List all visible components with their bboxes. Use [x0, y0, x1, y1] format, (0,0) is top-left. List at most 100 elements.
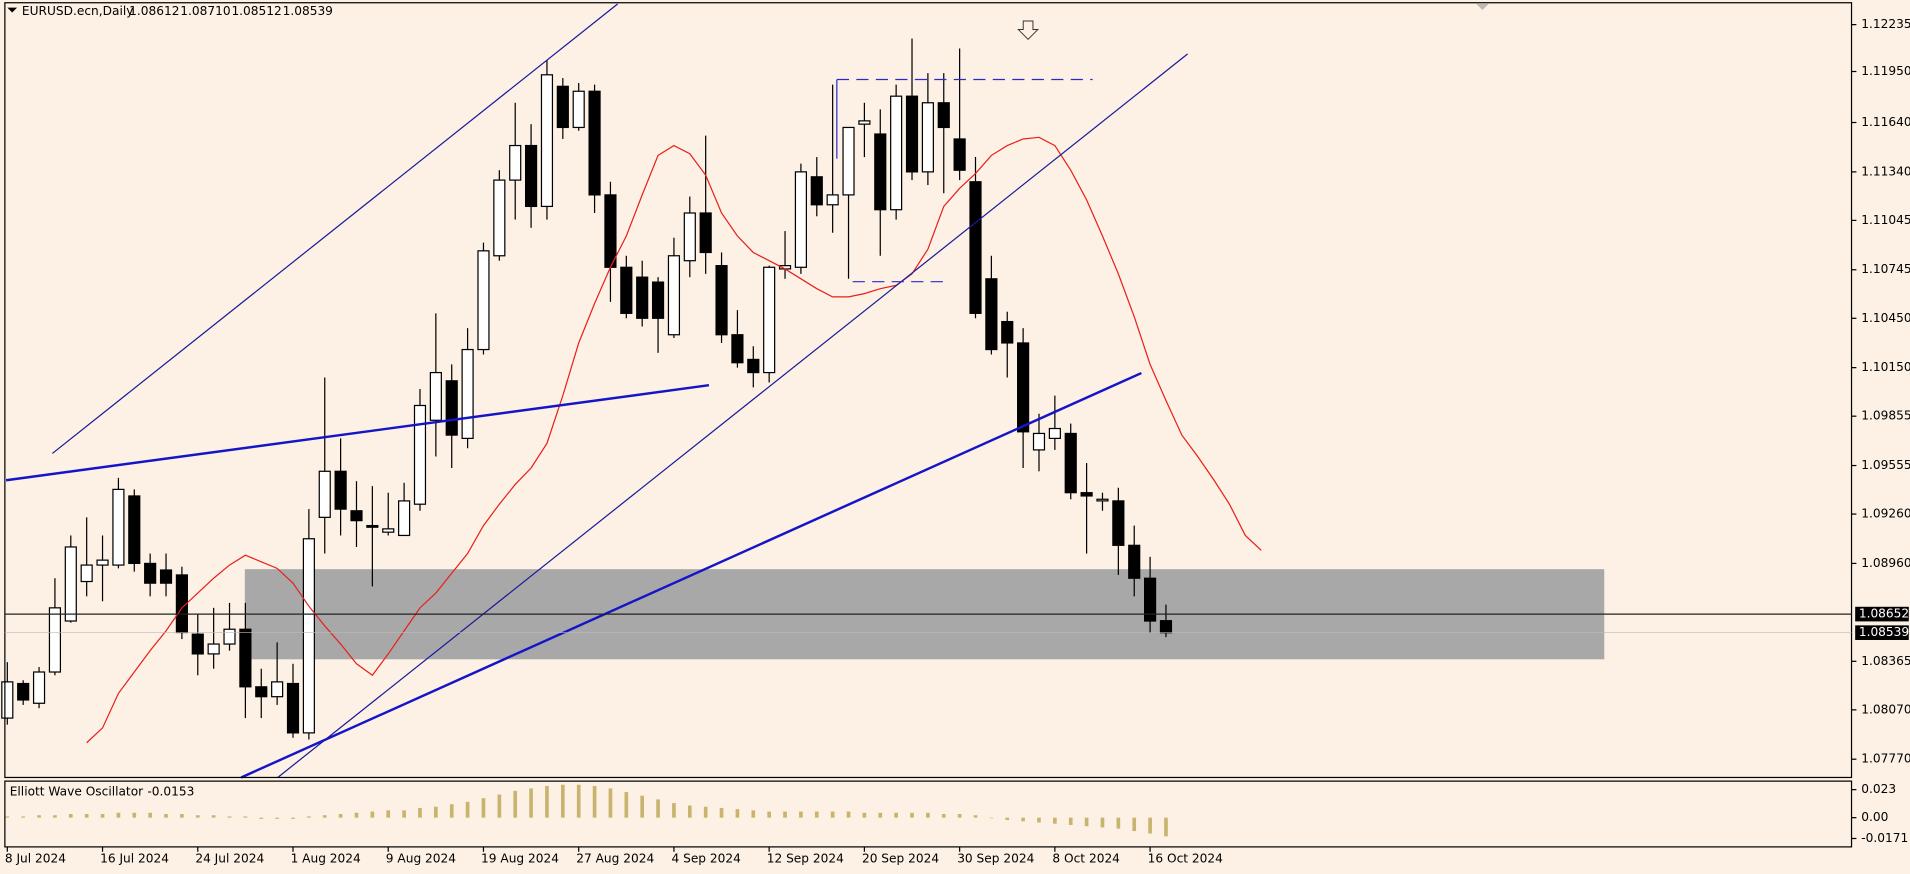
oscillator-bar	[37, 815, 41, 818]
y-tick-label: 1.08365	[1861, 654, 1910, 668]
x-tick-label: 30 Sep 2024	[957, 852, 1034, 866]
oscillator-bar	[767, 811, 771, 818]
candle-body	[953, 138, 966, 171]
candle-body	[413, 404, 427, 505]
candle-body	[826, 194, 839, 206]
candle-body	[286, 682, 300, 734]
candle-body	[1, 681, 14, 719]
y-tick-label: 1.11340	[1861, 164, 1910, 178]
oscillator-bar	[687, 805, 692, 818]
x-tick-label: 1 Aug 2024	[291, 852, 361, 866]
candle-body	[398, 500, 411, 537]
oscillator-bar	[830, 811, 835, 818]
candle-body	[969, 181, 982, 314]
candle-body	[636, 276, 649, 319]
oscillator-bar	[751, 810, 756, 818]
candle-body	[239, 628, 252, 688]
candle-body	[144, 562, 157, 584]
candle-body	[715, 265, 728, 336]
oscillator-bar	[211, 815, 216, 818]
chart-title: EURUSD.ecn,Daily	[22, 4, 134, 18]
candle-body	[858, 120, 871, 125]
oscillator-bar	[561, 784, 565, 818]
candle-body	[540, 74, 554, 208]
oscillator-bar	[402, 810, 406, 818]
candle-body	[1159, 620, 1173, 634]
candle-body	[207, 643, 220, 655]
candle-body	[921, 102, 934, 173]
oscillator-bar	[259, 817, 264, 819]
candle-body	[572, 90, 585, 129]
candle-body	[937, 102, 950, 129]
oscillator-bar	[195, 815, 200, 818]
candle-body	[302, 538, 315, 734]
oscillator-bar	[783, 811, 787, 818]
oscillator-bar	[1053, 817, 1057, 824]
trend-line	[240, 371, 1142, 779]
oscillator-bar	[640, 795, 645, 818]
candle-body	[683, 212, 696, 262]
bid-label: 1.08539	[1859, 625, 1909, 639]
oscillator-bar	[735, 809, 740, 818]
oscillator-bar	[418, 807, 422, 818]
oscillator-bar	[322, 815, 327, 818]
x-tick-label: 8 Jul 2024	[5, 852, 66, 866]
oscillator-bar	[1084, 817, 1089, 827]
candle-body	[96, 559, 109, 566]
oscillator-bar	[116, 812, 121, 818]
y-tick-label: 1.09855	[1861, 409, 1910, 423]
candle-body	[1112, 500, 1125, 546]
candle-body	[699, 212, 712, 254]
oscillator-bar	[481, 798, 486, 818]
x-tick-label: 12 Sep 2024	[767, 852, 844, 866]
candle-body	[604, 194, 617, 268]
oscillator-bar	[592, 785, 597, 818]
oscillator-bar	[1037, 817, 1041, 823]
y2-tick-label: -0.0171	[1861, 831, 1908, 845]
ohlc-high: 1.08710	[180, 4, 230, 18]
y2-tick-label: 0.00	[1861, 810, 1888, 824]
candle-body	[477, 250, 490, 351]
oscillator-bar	[672, 803, 676, 818]
y-tick-label: 1.10745	[1861, 262, 1910, 276]
oscillator-bar	[354, 812, 359, 818]
oscillator-frame	[4, 780, 1853, 848]
menu-icon	[7, 7, 18, 13]
oscillator-bar	[1068, 817, 1073, 825]
oscillator-bar	[465, 801, 470, 818]
candle-body	[747, 358, 760, 374]
oscillator-bar	[84, 814, 89, 818]
candle-body	[1128, 544, 1141, 579]
channel-line	[277, 53, 1189, 778]
candle-body	[382, 528, 395, 533]
oscillator-bar	[53, 815, 57, 818]
candle-body	[842, 126, 855, 196]
oscillator-bar	[338, 814, 343, 818]
oscillator-bar	[989, 817, 994, 819]
oscillator-bar	[5, 816, 10, 818]
oscillator-bar	[434, 806, 438, 818]
oscillator-bar	[973, 815, 978, 818]
oscillator-bar	[68, 814, 73, 818]
oscillator-bar	[576, 784, 581, 818]
candle-body	[1096, 498, 1109, 502]
x-tick-label: 19 Aug 2024	[481, 852, 559, 866]
x-tick-label: 24 Jul 2024	[195, 852, 264, 866]
oscillator-bar	[656, 799, 660, 818]
oscillator-bar	[545, 785, 549, 818]
oscillator-bar	[100, 814, 105, 818]
candle-body	[429, 371, 442, 421]
candle-body	[64, 546, 77, 622]
oscillator-bar	[227, 816, 232, 818]
candle-body	[890, 95, 903, 211]
oscillator-bar	[1164, 817, 1168, 837]
candle-body	[874, 133, 887, 211]
oscillator-bar	[814, 811, 819, 818]
y-tick-label: 1.08960	[1861, 556, 1910, 570]
price-label: 1.08652	[1859, 607, 1909, 621]
candle-body	[794, 171, 807, 268]
candle-body	[112, 488, 125, 566]
trend-line	[5, 384, 710, 482]
